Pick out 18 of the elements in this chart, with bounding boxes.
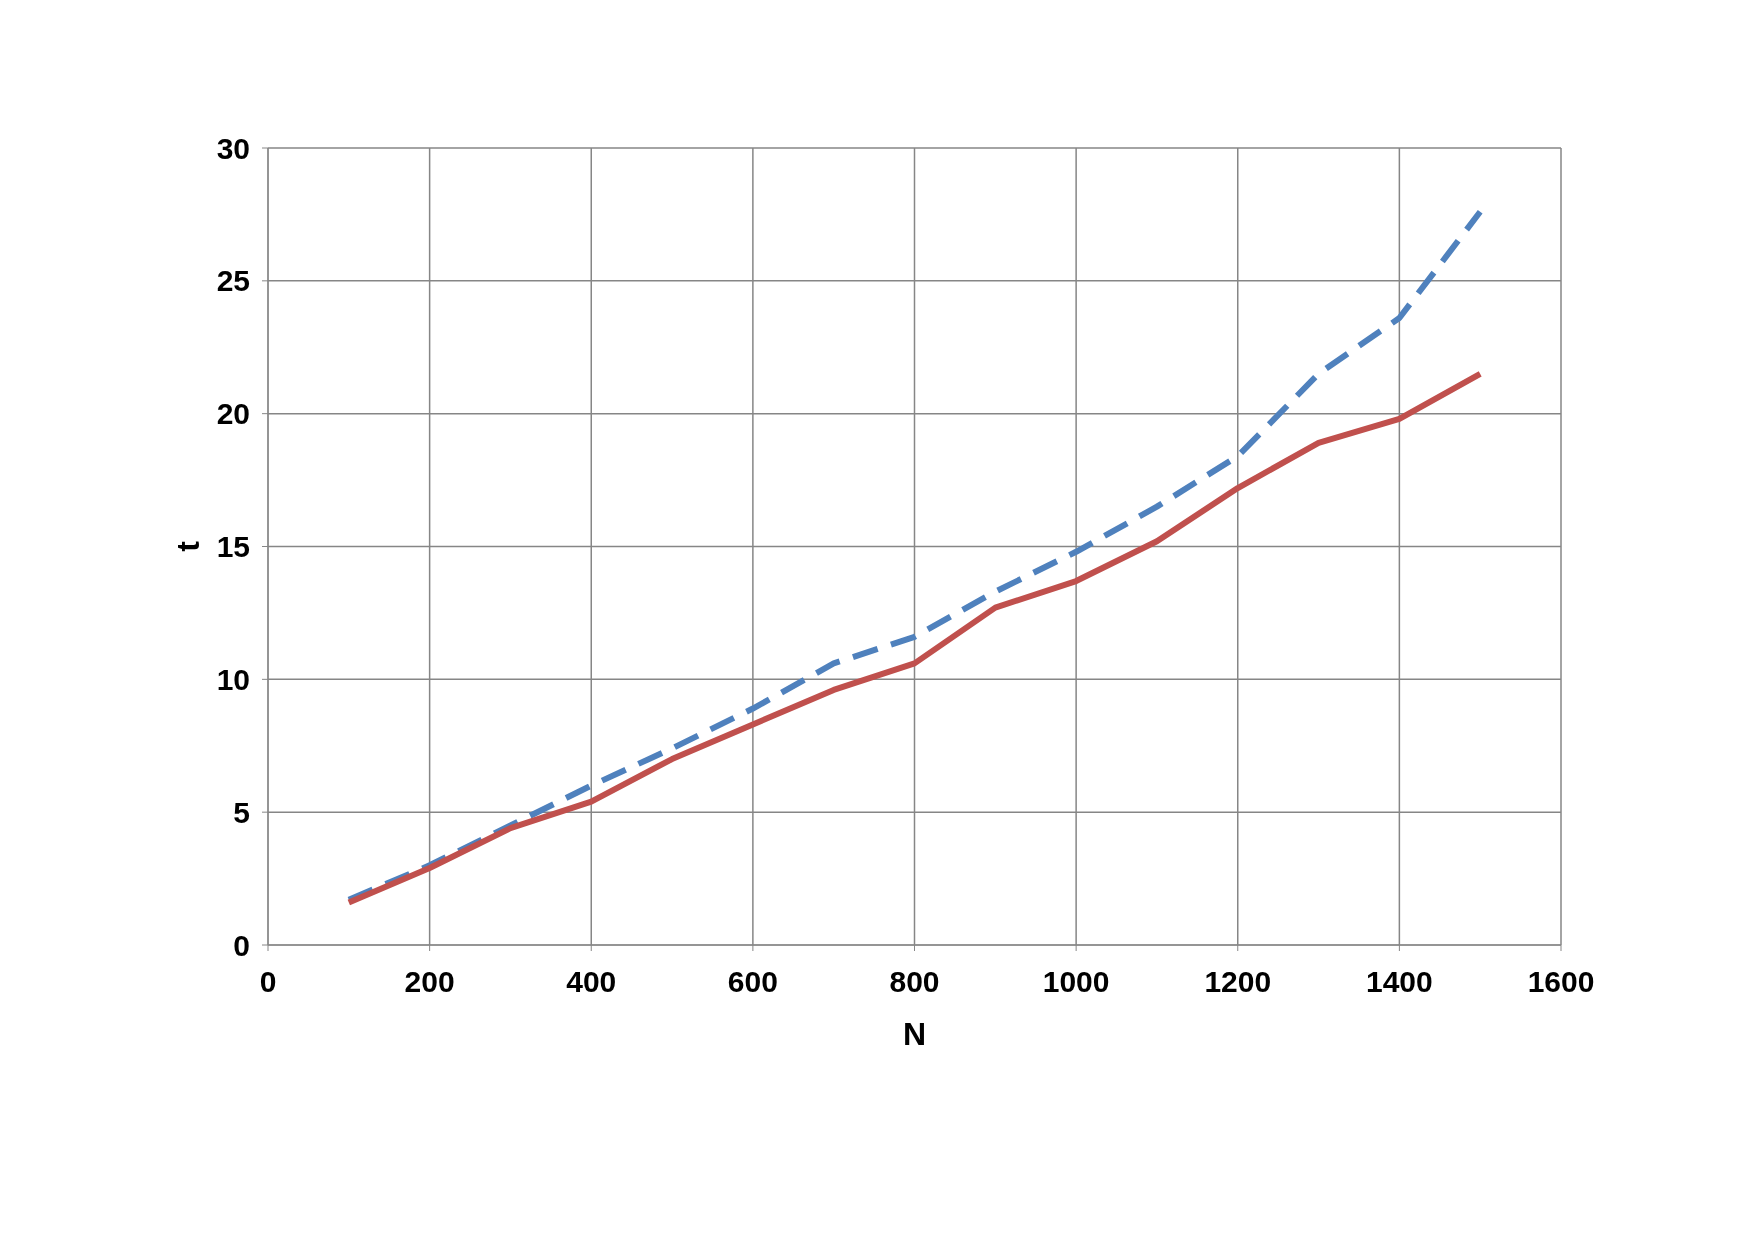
x-tick-label: 200	[404, 965, 455, 999]
x-tick-label: 1600	[1527, 965, 1595, 999]
y-tick-label: 10	[216, 662, 250, 696]
y-tick-label: 0	[233, 928, 250, 962]
x-tick-label: 400	[566, 965, 617, 999]
y-tick-label: 30	[216, 131, 250, 165]
x-tick-label: 1400	[1366, 965, 1433, 999]
x-tick-label: 1200	[1204, 965, 1272, 999]
x-axis-title: N	[902, 1016, 927, 1052]
y-tick-label: 20	[216, 397, 250, 431]
y-axis-title: t	[170, 540, 207, 552]
x-tick-label: 0	[259, 965, 277, 999]
x-tick-label: 1000	[1042, 965, 1110, 999]
x-tick-label: 800	[889, 965, 940, 999]
y-tick-label: 25	[216, 264, 250, 298]
y-tick-label: 5	[233, 795, 250, 829]
y-tick-label: 15	[216, 530, 250, 564]
x-tick-label: 600	[727, 965, 778, 999]
